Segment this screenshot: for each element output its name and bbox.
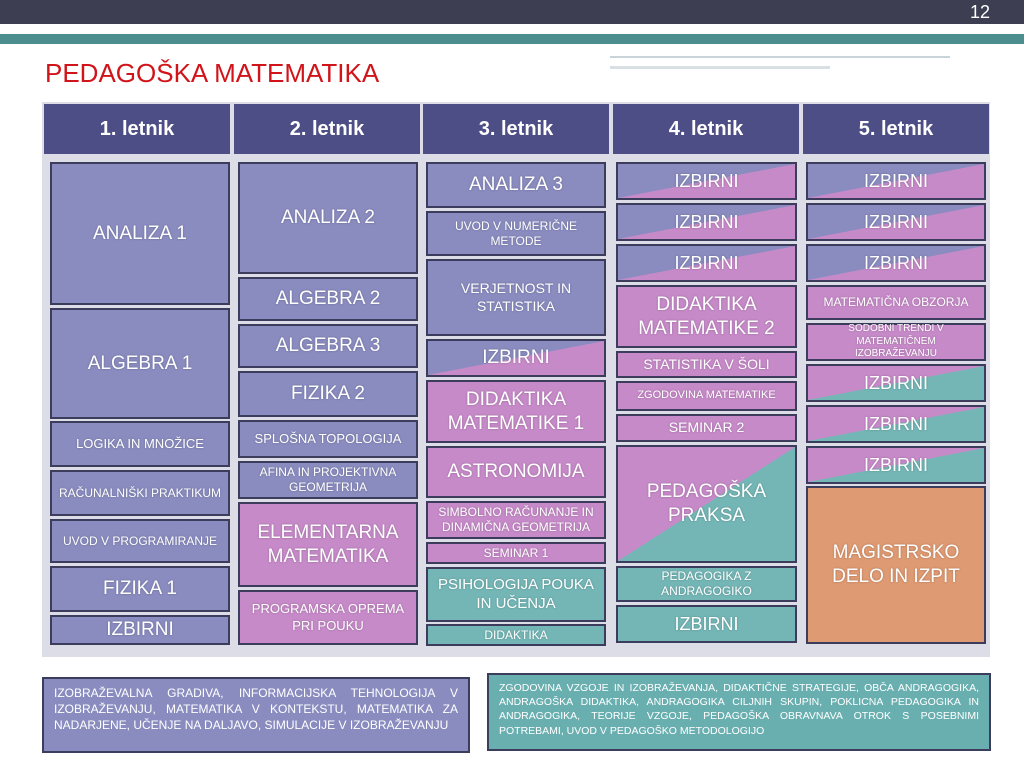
course-cell: ANALIZA 2 [238, 162, 418, 274]
column-header: 2. letnik [234, 104, 420, 154]
course-cell: PROGRAMSKA OPREMA PRI POUKU [238, 590, 418, 645]
course-cell: STATISTIKA V ŠOLI [616, 351, 797, 378]
slide-title: PEDAGOŠKA MATEMATIKA [45, 58, 380, 88]
course-cell: ANALIZA 3 [426, 162, 606, 208]
course-cell: AFINA IN PROJEKTIVNA GEOMETRIJA [238, 461, 418, 499]
course-cell: ZGODOVINA MATEMATIKE [616, 381, 797, 411]
course-cell: DIDAKTIKA [426, 624, 606, 646]
stripe [610, 66, 830, 69]
course-cell: IZBIRNI [50, 615, 230, 645]
stripe [0, 34, 1024, 44]
course-cell: IZBIRNI [806, 405, 986, 443]
course-cell: VERJETNOST IN STATISTIKA [426, 259, 606, 336]
course-cell: IZBIRNI [426, 339, 606, 377]
course-cell: PEDAGOGIKA Z ANDRAGOGIKO [616, 566, 797, 602]
stripe [610, 56, 950, 58]
course-cell: DIDAKTIKA MATEMATIKE 1 [426, 380, 606, 443]
course-cell: ELEMENTARNA MATEMATIKA [238, 502, 418, 587]
course-cell: ANALIZA 1 [50, 162, 230, 305]
course-cell: ASTRONOMIJA [426, 446, 606, 498]
course-cell: RAČUNALNIŠKI PRAKTIKUM [50, 470, 230, 516]
note-box: ZGODOVINA VZGOJE IN IZOBRAŽEVANJA, DIDAK… [487, 673, 991, 751]
column-header: 3. letnik [423, 104, 609, 154]
column-header: 4. letnik [613, 104, 799, 154]
course-cell: PSIHOLOGIJA POUKA IN UČENJA [426, 567, 606, 622]
course-cell: PEDAGOŠKA PRAKSA [616, 445, 797, 563]
column-header: 5. letnik [803, 104, 989, 154]
course-cell: SEMINAR 1 [426, 542, 606, 564]
page-number: 12 [969, 2, 990, 22]
top-bar [0, 0, 1024, 24]
note-box: IZOBRAŽEVALNA GRADIVA, INFORMACIJSKA TEH… [42, 677, 470, 753]
course-cell: IZBIRNI [616, 203, 797, 241]
course-cell: MATEMATIČNA OBZORJA [806, 285, 986, 320]
course-cell: SPLOŠNA TOPOLOGIJA [238, 420, 418, 458]
course-cell: UVOD V PROGRAMIRANJE [50, 519, 230, 563]
column-header: 1. letnik [44, 104, 230, 154]
course-cell: IZBIRNI [806, 244, 986, 282]
course-cell: ALGEBRA 3 [238, 324, 418, 368]
course-cell: IZBIRNI [616, 244, 797, 282]
course-cell: SODOBNI TRENDI V MATEMATIČNEM IZOBRAŽEVA… [806, 323, 986, 361]
course-cell: MAGISTRSKO DELO IN IZPIT [806, 486, 986, 644]
course-cell: FIZIKA 1 [50, 566, 230, 612]
course-cell: LOGIKA IN MNOŽICE [50, 421, 230, 467]
course-cell: IZBIRNI [806, 364, 986, 402]
course-cell: IZBIRNI [806, 203, 986, 241]
course-cell: DIDAKTIKA MATEMATIKE 2 [616, 285, 797, 348]
course-cell: ALGEBRA 1 [50, 308, 230, 419]
course-cell: SEMINAR 2 [616, 414, 797, 442]
course-cell: IZBIRNI [806, 162, 986, 200]
course-cell: IZBIRNI [616, 605, 797, 643]
course-cell: IZBIRNI [616, 162, 797, 200]
course-cell: UVOD V NUMERIČNE METODE [426, 211, 606, 256]
course-cell: ALGEBRA 2 [238, 277, 418, 321]
course-cell: FIZIKA 2 [238, 371, 418, 417]
course-cell: IZBIRNI [806, 446, 986, 484]
course-cell: SIMBOLNO RAČUNANJE IN DINAMIČNA GEOMETRI… [426, 501, 606, 539]
